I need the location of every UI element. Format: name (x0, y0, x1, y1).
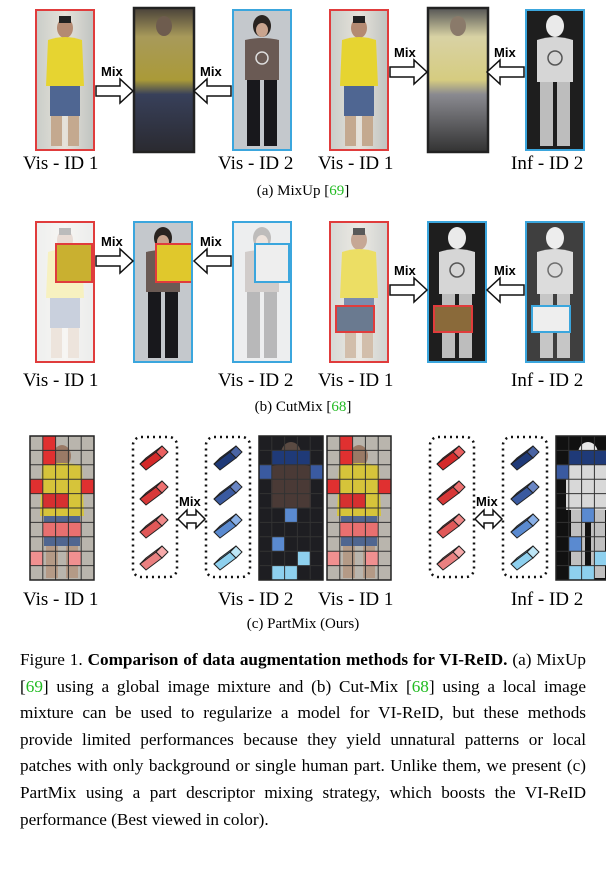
row-c-partmix: Mix Mix (29, 435, 606, 581)
label-vis-id1: Vis - ID 1 (318, 370, 394, 391)
label-vis-id2: Vis - ID 2 (218, 153, 294, 174)
label-inf-id2: Inf - ID 2 (511, 370, 584, 391)
mix-arrow-left (192, 247, 232, 275)
mix-label: Mix (494, 263, 516, 278)
label-vis-id1: Vis - ID 1 (23, 370, 99, 391)
mix-label: Mix (200, 64, 222, 79)
mix-label: Mix (101, 64, 123, 79)
row-b-cutmix: Mix Mix Mix Mix (35, 221, 585, 363)
part-grid-image (555, 435, 606, 581)
mix-label: Mix (101, 234, 123, 249)
mix-arrow-right (389, 276, 429, 304)
part-descriptor (213, 513, 243, 539)
figure-caption: Figure 1. Comparison of data augmentatio… (20, 650, 587, 829)
part-descriptor (510, 480, 540, 506)
mix-label: Mix (200, 234, 222, 249)
part-descriptor (139, 445, 169, 471)
part-descriptor (436, 513, 466, 539)
part-descriptor (436, 480, 466, 506)
label-vis-id1: Vis - ID 1 (23, 589, 99, 610)
part-descriptor (510, 545, 540, 571)
label-vis-id1: Vis - ID 1 (318, 153, 394, 174)
descriptor-box (204, 435, 252, 579)
label-inf-id2: Inf - ID 2 (511, 153, 584, 174)
part-descriptor (213, 445, 243, 471)
mix-arrow-bidirectional (473, 508, 504, 530)
part-descriptor (213, 480, 243, 506)
mix-arrow-right (389, 58, 429, 86)
mix-label: Mix (179, 494, 201, 509)
part-descriptor (436, 545, 466, 571)
part-descriptor (139, 513, 169, 539)
subcaption-c: (c) PartMix (Ours) (246, 616, 360, 632)
descriptor-box (428, 435, 476, 579)
part-descriptor (510, 445, 540, 471)
part-descriptor (436, 445, 466, 471)
mix-arrow-right (95, 77, 135, 105)
part-grid-image (326, 435, 392, 581)
part-descriptor (510, 513, 540, 539)
mix-label: Mix (476, 494, 498, 509)
mix-arrow-left (485, 58, 525, 86)
mix-arrow-left (485, 276, 525, 304)
label-vis-id1: Vis - ID 1 (23, 153, 99, 174)
mix-label: Mix (494, 45, 516, 60)
descriptor-box (501, 435, 549, 579)
mix-label: Mix (394, 263, 416, 278)
subcaption-a: (a) MixUp [69] (256, 183, 350, 199)
row-a-mixup: Mix Mix Mix Mix (35, 6, 585, 154)
label-vis-id2: Vis - ID 2 (218, 370, 294, 391)
part-grid-image (29, 435, 95, 581)
figure-illustration: Mix Mix Mix Mix (29, 6, 606, 581)
mix-arrow-right (95, 247, 135, 275)
subcaption-b: (b) CutMix [68] (254, 399, 352, 415)
label-inf-id2: Inf - ID 2 (511, 589, 584, 610)
part-descriptor (139, 480, 169, 506)
part-grid-image (258, 435, 324, 581)
label-vis-id2: Vis - ID 2 (218, 589, 294, 610)
descriptor-box (131, 435, 179, 579)
part-descriptor (139, 545, 169, 571)
label-vis-id1: Vis - ID 1 (318, 589, 394, 610)
part-descriptor (213, 545, 243, 571)
mix-arrow-left (192, 77, 232, 105)
mix-arrow-bidirectional (176, 508, 207, 530)
mix-label: Mix (394, 45, 416, 60)
